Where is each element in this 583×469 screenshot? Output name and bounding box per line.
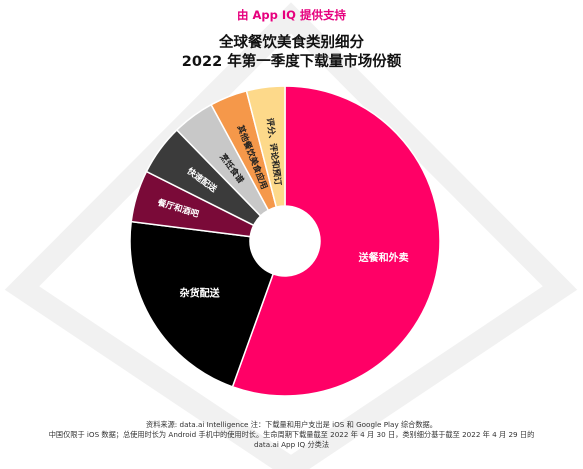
pie-slice [231,85,441,397]
pie-slice [245,85,286,209]
slice-label: 杂货配送 [180,286,221,299]
provider-label: 由 App IQ 提供支持 [237,8,346,22]
source-note: 资料来源: data.ai Intelligence 注：下载量和用户支出是 i… [146,420,437,429]
pie-slices [129,85,441,397]
slice-label: 送餐和外卖 [358,251,409,264]
chart-title-line1: 全球餐饮美食类别细分 [218,33,364,51]
note-line2: 中国仅限于 iOS 数据；总使用时长为 Android 手机中的使用时长。生命周… [48,430,535,439]
pie-slice [129,220,275,388]
chart-title-line2: 2022 年第一季度下载量市场份额 [182,52,402,70]
background-diamond-icon [4,2,578,469]
note-line3: data.ai App IQ 分类法 [253,440,330,449]
